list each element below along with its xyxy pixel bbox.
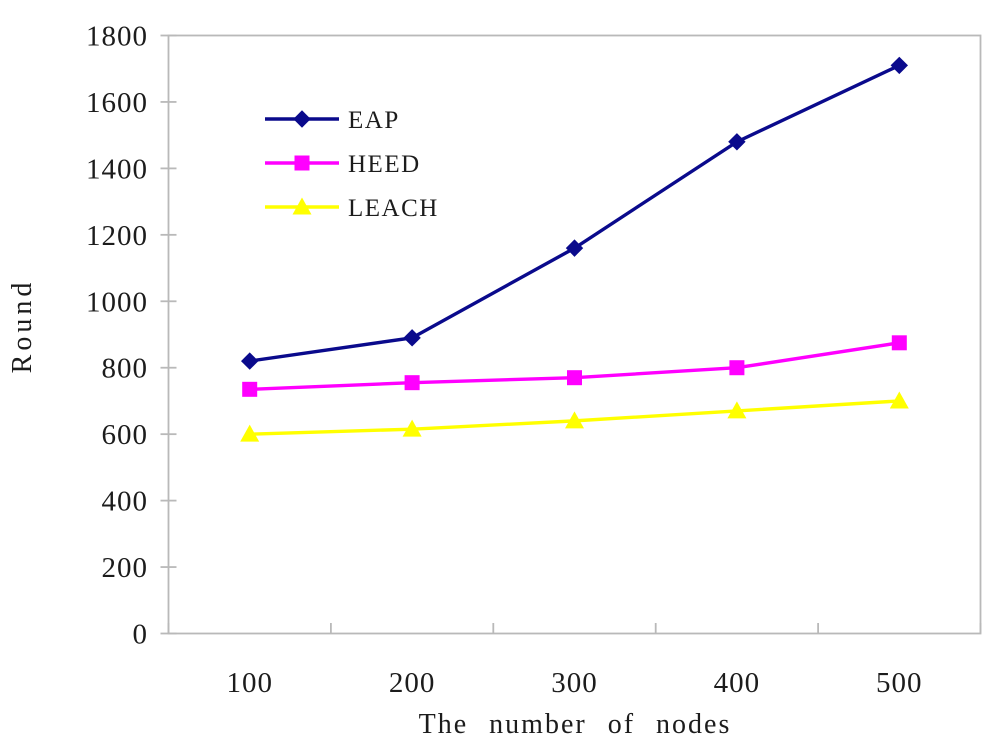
- x-axis-tick-label: 500: [876, 667, 923, 699]
- y-axis-tick-label: 400: [102, 486, 149, 518]
- y-axis-tick-label: 0: [133, 619, 149, 651]
- x-axis-tick-label: 100: [226, 667, 273, 699]
- legend-item-leach: LEACH: [265, 195, 439, 222]
- series-marker-leach: [402, 419, 422, 437]
- legend-label-eap: EAP: [348, 107, 400, 134]
- x-axis-tick-label: 300: [551, 667, 598, 699]
- legend-item-heed: HEED: [265, 151, 421, 178]
- y-axis-tick-label: 1400: [86, 153, 148, 185]
- y-axis-tick-label: 1600: [86, 87, 148, 119]
- series-marker-eap: [565, 239, 584, 257]
- y-axis-tick-label: 1200: [86, 220, 148, 252]
- y-axis-tick-label: 600: [102, 419, 149, 451]
- series-marker-eap: [241, 352, 259, 370]
- series-marker-heed: [729, 360, 745, 376]
- x-axis-title: The number of nodes: [418, 709, 732, 740]
- plot-area-border: [167, 34, 982, 635]
- y-axis-tick-label: 1800: [86, 21, 148, 53]
- y-axis-title: Round: [7, 278, 38, 374]
- x-axis-tick-label: 400: [714, 667, 761, 699]
- legend-marker-eap: [293, 110, 311, 128]
- series-marker-eap: [403, 329, 421, 347]
- series-marker-heed: [404, 375, 420, 391]
- series-marker-leach: [889, 391, 909, 409]
- x-axis-tick-label: 200: [389, 667, 436, 699]
- y-axis-tick-label: 1000: [86, 286, 148, 318]
- legend-label-heed: HEED: [348, 151, 421, 178]
- series-marker-leach: [727, 401, 747, 419]
- legend-marker-heed: [294, 155, 310, 171]
- y-axis-tick-label: 800: [102, 353, 149, 385]
- legend-label-leach: LEACH: [348, 195, 439, 222]
- series-marker-heed: [891, 335, 907, 351]
- y-axis-tick-label: 200: [102, 552, 149, 584]
- series-marker-eap: [728, 133, 746, 151]
- series-marker-heed: [242, 381, 258, 397]
- series-marker-eap: [890, 56, 908, 75]
- series-marker-leach: [240, 424, 260, 442]
- series-marker-leach: [565, 411, 584, 429]
- legend-marker-leach: [292, 197, 312, 215]
- series-marker-heed: [567, 370, 582, 386]
- legend-item-eap: EAP: [265, 107, 400, 134]
